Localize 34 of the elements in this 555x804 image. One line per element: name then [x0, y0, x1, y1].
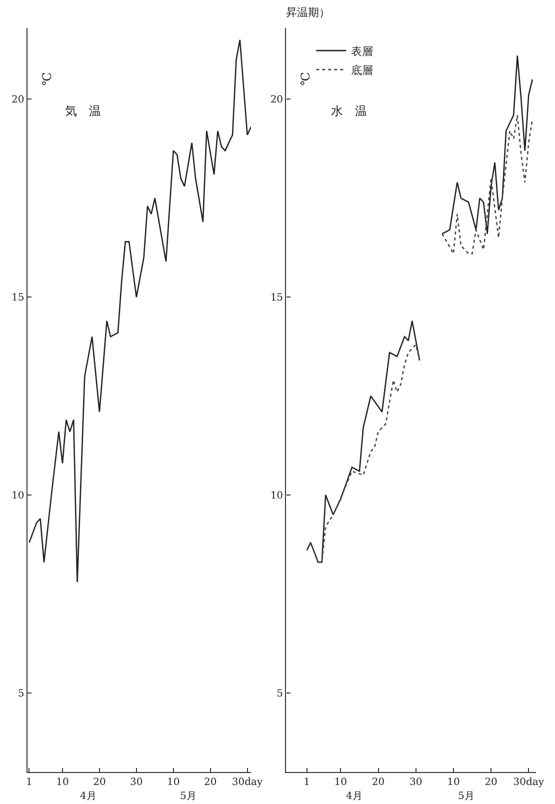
x-tick-label: 20 [372, 777, 385, 788]
x-tick-label: 10 [167, 777, 180, 788]
chart-title: 昇温期） [286, 6, 330, 19]
x-tick-label: 30 [409, 777, 422, 788]
x-tick-label: 1 [304, 777, 310, 788]
line-series [28, 39, 252, 583]
x-tick-label: 30day [513, 777, 544, 788]
x-tick-label: 20 [484, 777, 498, 788]
y-tick-label: 15 [12, 292, 24, 304]
y-tick-label: 10 [12, 490, 24, 502]
y-tick-label: 5 [276, 688, 284, 700]
y-tick-label: 15 [270, 292, 284, 304]
x-tick-label: 10 [447, 777, 460, 788]
y-tick-label: 5 [18, 688, 24, 700]
y-axis-title: ℃ [298, 72, 313, 86]
text: 5月 [180, 791, 196, 802]
text: 5月 [458, 791, 474, 802]
x-tick-label: 30 [130, 777, 143, 788]
annotation: 気 温 [65, 104, 101, 118]
annotation: 水 温 [331, 104, 367, 118]
text: 4月 [80, 791, 96, 802]
y-tick-label: 20 [12, 94, 24, 106]
x-tick-label: 10 [334, 777, 348, 788]
y-axis-title: ℃ [40, 72, 54, 86]
x-tick-label: 20 [204, 777, 217, 788]
legend-label: 表層 [351, 44, 374, 58]
text: 4月 [346, 791, 362, 802]
y-tick-label: 20 [270, 94, 284, 106]
y-tick-label: 10 [270, 490, 284, 502]
x-tick-label: 1 [26, 777, 32, 788]
x-tick-label: 10 [56, 777, 69, 788]
legend-label: 底層 [351, 64, 374, 77]
x-tick-label: 20 [93, 777, 106, 788]
x-tick-label: 30day [232, 777, 264, 788]
